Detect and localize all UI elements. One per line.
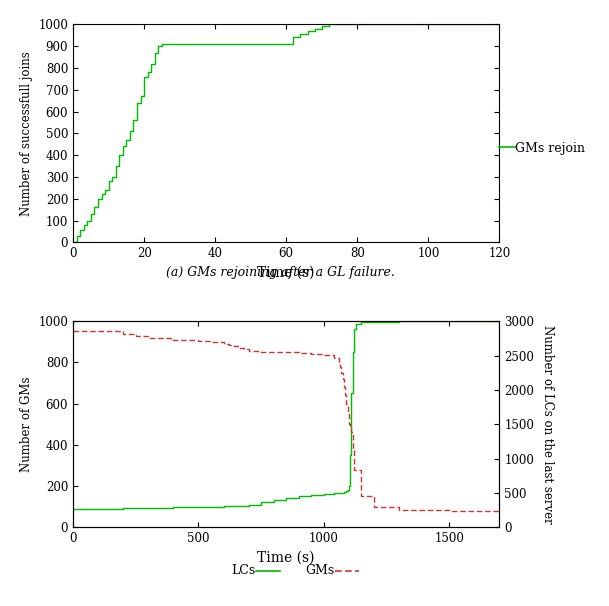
- LCs: [308, 491, 315, 499]
- GMs: [349, 445, 356, 453]
- LCs: [220, 502, 227, 509]
- LCs: [348, 390, 355, 397]
- GMs: [345, 421, 353, 428]
- LCs: [258, 499, 265, 506]
- GMs: [358, 493, 365, 500]
- GMs: [195, 337, 202, 344]
- GMs: [240, 345, 247, 353]
- GMs: [94, 328, 102, 335]
- GMs: [350, 466, 357, 473]
- LCs: [145, 504, 152, 511]
- GMs: [348, 429, 355, 436]
- GMs: [342, 391, 349, 399]
- GMs: [420, 507, 428, 514]
- GMs: [339, 375, 347, 382]
- LCs: [335, 489, 342, 496]
- GMs: [338, 369, 345, 376]
- GMs: [270, 348, 277, 356]
- GMs: [337, 363, 344, 370]
- GMs: [446, 507, 453, 514]
- Text: (a) GMs rejoining after a GL failure.: (a) GMs rejoining after a GL failure.: [166, 265, 395, 279]
- Text: GMs: GMs: [306, 564, 335, 578]
- LCs: [446, 318, 453, 325]
- GMs: [157, 334, 164, 341]
- GMs: [308, 350, 315, 358]
- GMs: [343, 400, 350, 407]
- LCs: [270, 497, 277, 504]
- Text: LCs: LCs: [231, 564, 256, 578]
- LCs: [350, 326, 357, 333]
- LCs: [471, 318, 478, 325]
- GMs: [145, 334, 152, 341]
- LCs: [195, 503, 202, 510]
- GMs: [132, 332, 139, 339]
- Line: LCs: LCs: [73, 321, 499, 508]
- LCs: [69, 505, 77, 512]
- GMs: [370, 503, 378, 510]
- GMs: [119, 330, 127, 337]
- Text: GMs rejoin: GMs rejoin: [515, 142, 585, 155]
- GMs: [295, 350, 303, 357]
- LCs: [353, 321, 360, 328]
- LCs: [330, 490, 337, 497]
- LCs: [283, 494, 290, 502]
- LCs: [245, 501, 252, 508]
- GMs: [340, 384, 348, 391]
- GMs: [258, 348, 265, 355]
- LCs: [338, 489, 345, 496]
- GMs: [344, 410, 351, 418]
- Y-axis label: Number of LCs on the last server: Number of LCs on the last server: [541, 325, 554, 524]
- LCs: [420, 318, 428, 325]
- GMs: [235, 344, 242, 351]
- GMs: [325, 351, 333, 359]
- GMs: [245, 347, 252, 355]
- LCs: [496, 318, 503, 325]
- GMs: [335, 359, 342, 366]
- LCs: [170, 504, 177, 511]
- Line: GMs: GMs: [73, 331, 499, 511]
- LCs: [119, 505, 127, 512]
- LCs: [370, 318, 378, 325]
- X-axis label: Time (s): Time (s): [258, 266, 315, 280]
- LCs: [94, 505, 102, 512]
- LCs: [295, 493, 303, 500]
- GMs: [471, 507, 478, 514]
- GMs: [395, 506, 403, 513]
- X-axis label: Time (s): Time (s): [258, 551, 315, 565]
- LCs: [349, 348, 356, 356]
- LCs: [395, 318, 403, 325]
- Y-axis label: Number of GMs: Number of GMs: [19, 376, 33, 472]
- GMs: [330, 355, 337, 362]
- LCs: [345, 482, 353, 490]
- GMs: [170, 336, 177, 344]
- GMs: [347, 425, 354, 432]
- GMs: [283, 349, 290, 356]
- GMs: [207, 338, 214, 345]
- LCs: [340, 488, 348, 496]
- GMs: [225, 341, 232, 348]
- GMs: [230, 342, 238, 350]
- GMs: [220, 340, 227, 347]
- LCs: [347, 451, 354, 459]
- LCs: [343, 487, 350, 494]
- Y-axis label: Number of successfull joins: Number of successfull joins: [19, 51, 33, 216]
- GMs: [69, 328, 77, 335]
- GMs: [496, 508, 503, 515]
- LCs: [344, 487, 351, 494]
- LCs: [358, 319, 365, 326]
- GMs: [320, 351, 328, 358]
- LCs: [325, 490, 333, 498]
- LCs: [320, 491, 328, 498]
